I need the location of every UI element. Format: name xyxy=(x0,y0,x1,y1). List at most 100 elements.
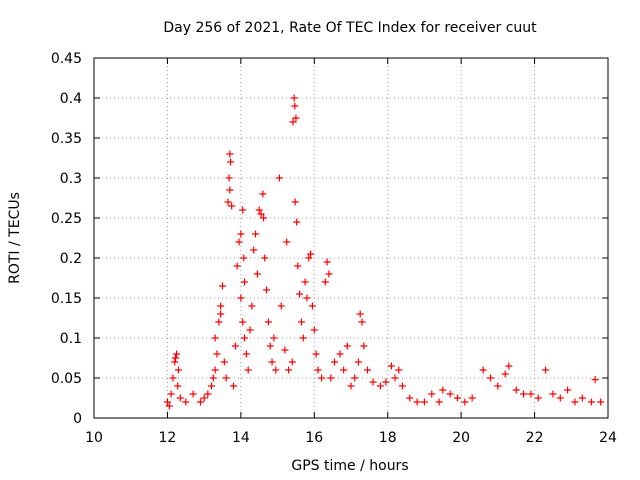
data-point xyxy=(277,302,285,310)
x-tick-label: 18 xyxy=(379,430,397,446)
data-point xyxy=(327,374,335,382)
data-point xyxy=(174,366,182,374)
data-point xyxy=(171,358,179,366)
data-point xyxy=(246,326,254,334)
x-tick-label: 24 xyxy=(599,430,617,446)
data-point xyxy=(196,398,204,406)
data-point xyxy=(227,158,235,166)
data-point xyxy=(253,270,261,278)
data-point xyxy=(303,294,311,302)
data-point xyxy=(520,390,528,398)
data-point xyxy=(382,378,390,386)
data-point xyxy=(296,290,304,298)
data-point xyxy=(364,366,372,374)
x-tick-label: 20 xyxy=(452,430,470,446)
x-tick-label: 22 xyxy=(526,430,544,446)
data-point xyxy=(172,354,180,362)
x-axis-label: GPS time / hours xyxy=(291,458,408,474)
data-point xyxy=(307,250,315,258)
data-point xyxy=(260,214,268,222)
data-point xyxy=(376,382,384,390)
data-point xyxy=(235,238,243,246)
plot-frame xyxy=(93,57,609,419)
data-point xyxy=(578,394,586,402)
data-point xyxy=(226,150,234,158)
data-point xyxy=(461,398,469,406)
data-point xyxy=(259,190,267,198)
data-point xyxy=(391,374,399,382)
data-point xyxy=(505,362,513,370)
data-point xyxy=(292,114,300,122)
data-point xyxy=(291,102,299,110)
x-tick-labels: 10 12 14 16 18 20 22 24 xyxy=(85,430,617,446)
y-tick-label: 0.05 xyxy=(51,371,82,387)
data-point xyxy=(301,278,309,286)
data-point xyxy=(312,350,320,358)
data-point xyxy=(501,370,509,378)
data-point xyxy=(230,382,238,390)
chart-title: Day 256 of 2021, Rate Of TEC Index for r… xyxy=(163,20,537,36)
x-tick-label: 16 xyxy=(305,430,323,446)
data-point xyxy=(571,398,579,406)
data-point xyxy=(330,358,338,366)
data-point xyxy=(215,318,223,326)
data-point xyxy=(435,398,443,406)
data-point xyxy=(360,342,368,350)
data-point xyxy=(564,386,572,394)
data-point xyxy=(266,342,274,350)
data-point xyxy=(242,350,250,358)
data-point xyxy=(358,318,366,326)
data-point xyxy=(239,318,247,326)
data-point xyxy=(261,254,269,262)
data-point xyxy=(207,382,215,390)
data-point xyxy=(268,358,276,366)
x-tick-label: 12 xyxy=(159,430,177,446)
data-points xyxy=(163,94,605,410)
data-point xyxy=(211,366,219,374)
data-point xyxy=(369,378,377,386)
y-tick-label: 0.25 xyxy=(51,211,82,227)
data-point xyxy=(189,390,197,398)
data-point xyxy=(591,376,599,384)
data-point xyxy=(556,394,564,402)
data-point xyxy=(283,238,291,246)
data-point xyxy=(222,374,230,382)
data-point xyxy=(288,358,296,366)
data-point xyxy=(587,398,595,406)
data-point xyxy=(294,262,302,270)
data-point xyxy=(250,246,258,254)
data-point xyxy=(321,278,329,286)
data-point xyxy=(217,302,225,310)
data-point xyxy=(336,350,344,358)
data-point xyxy=(263,286,271,294)
data-point xyxy=(173,350,181,358)
y-tick-label: 0.15 xyxy=(51,291,82,307)
data-point xyxy=(446,390,454,398)
y-axis-label: ROTI / TECUs xyxy=(7,192,23,284)
data-point xyxy=(318,374,326,382)
data-point xyxy=(289,118,297,126)
data-point xyxy=(534,394,542,402)
data-point xyxy=(299,334,307,342)
data-point xyxy=(347,382,355,390)
data-point xyxy=(351,374,359,382)
data-point xyxy=(241,334,249,342)
data-point xyxy=(239,206,247,214)
y-tick-label: 0 xyxy=(73,411,82,427)
data-point xyxy=(291,198,299,206)
data-point xyxy=(395,366,403,374)
y-tick-label: 0.45 xyxy=(51,51,82,67)
data-point xyxy=(549,390,557,398)
data-point xyxy=(512,386,520,394)
data-point xyxy=(428,390,436,398)
data-point xyxy=(439,386,447,394)
x-tick-label: 14 xyxy=(232,430,250,446)
data-point xyxy=(494,382,502,390)
data-point xyxy=(211,334,219,342)
data-point xyxy=(182,398,190,406)
y-tick-label: 0.35 xyxy=(51,131,82,147)
data-point xyxy=(290,94,298,102)
data-point xyxy=(308,302,316,310)
data-point xyxy=(241,278,249,286)
